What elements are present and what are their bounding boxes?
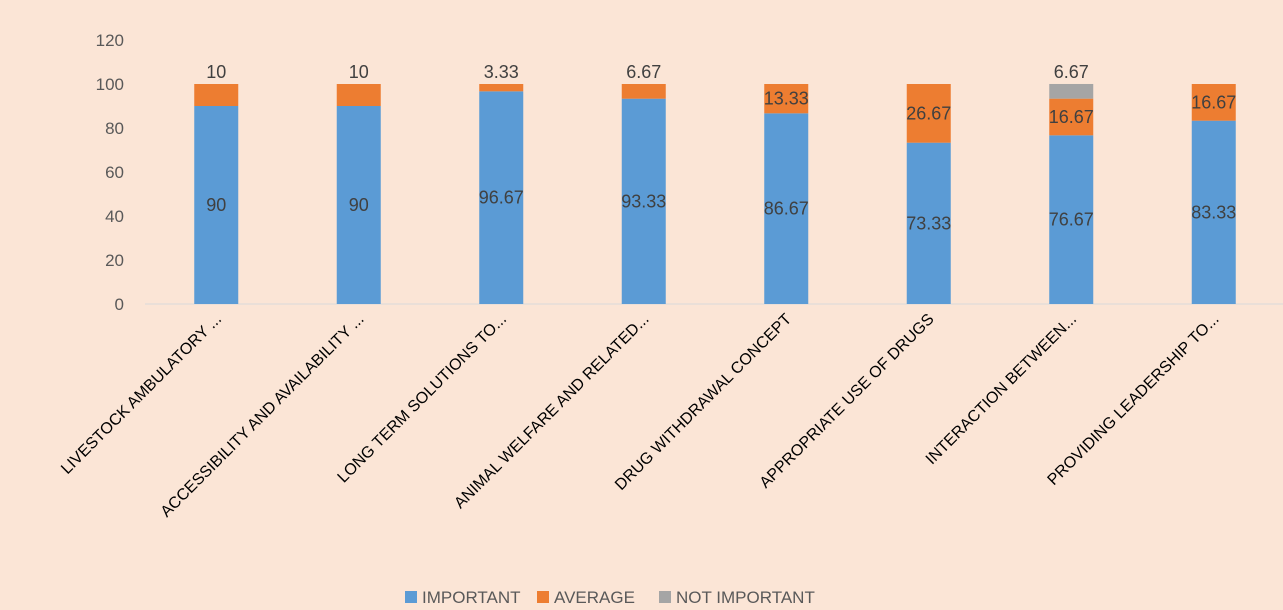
legend-label: AVERAGE (554, 588, 635, 607)
data-label: 93.33 (621, 191, 666, 211)
data-label: 6.67 (1054, 62, 1089, 82)
y-tick-label: 120 (96, 31, 124, 50)
bar-average (906, 84, 951, 143)
bar-average (621, 84, 666, 99)
y-axis: 0 20 40 60 80 100 120 (96, 31, 124, 314)
bar-average (336, 84, 381, 106)
data-label: 76.67 (1049, 210, 1094, 230)
data-label: 16.67 (1191, 92, 1236, 112)
data-label: 90 (206, 195, 226, 215)
bars (194, 83, 1236, 305)
bar-average (194, 84, 239, 106)
data-label: 83.33 (1191, 202, 1236, 222)
data-label: 73.33 (906, 213, 951, 233)
data-label: 16.67 (1049, 107, 1094, 127)
data-label: 6.67 (626, 62, 661, 82)
bar-average (1191, 84, 1236, 121)
bar-important (336, 106, 381, 304)
bar-important (621, 98, 666, 304)
bar-average (479, 84, 524, 92)
data-label: 96.67 (479, 188, 524, 208)
data-label: 86.67 (764, 199, 809, 219)
data-label: 10 (206, 62, 226, 82)
data-labels: 90 10 90 10 96.67 3.33 93.33 6.67 86.67 13.33 73.3… (206, 62, 1236, 233)
data-label: 90 (349, 195, 369, 215)
y-tick-label: 20 (105, 251, 124, 270)
bar-important (906, 142, 951, 304)
bar-not-important (1049, 83, 1094, 99)
bar-average (764, 84, 809, 114)
bar-important (1049, 135, 1094, 304)
y-tick-label: 0 (115, 295, 124, 314)
data-label: 13.33 (764, 89, 809, 109)
bar-important (194, 106, 239, 304)
legend-label: IMPORTANT (422, 588, 521, 607)
legend-label: NOT IMPORTANT (676, 588, 815, 607)
y-tick-label: 40 (105, 207, 124, 226)
bar-important (764, 113, 809, 305)
legend: IMPORTANT AVERAGE NOT IMPORTANT (405, 588, 815, 607)
y-tick-label: 100 (96, 75, 124, 94)
data-label: 26.67 (906, 103, 951, 123)
legend-swatch (659, 591, 671, 603)
bar-important (1191, 120, 1236, 304)
data-label: 10 (349, 62, 369, 82)
bar-average (1049, 98, 1094, 136)
legend-swatch (537, 591, 549, 603)
data-label: 3.33 (484, 62, 519, 82)
legend-swatch (405, 591, 417, 603)
y-tick-label: 60 (105, 163, 124, 182)
bar-important (479, 91, 524, 305)
y-tick-label: 80 (105, 119, 124, 138)
